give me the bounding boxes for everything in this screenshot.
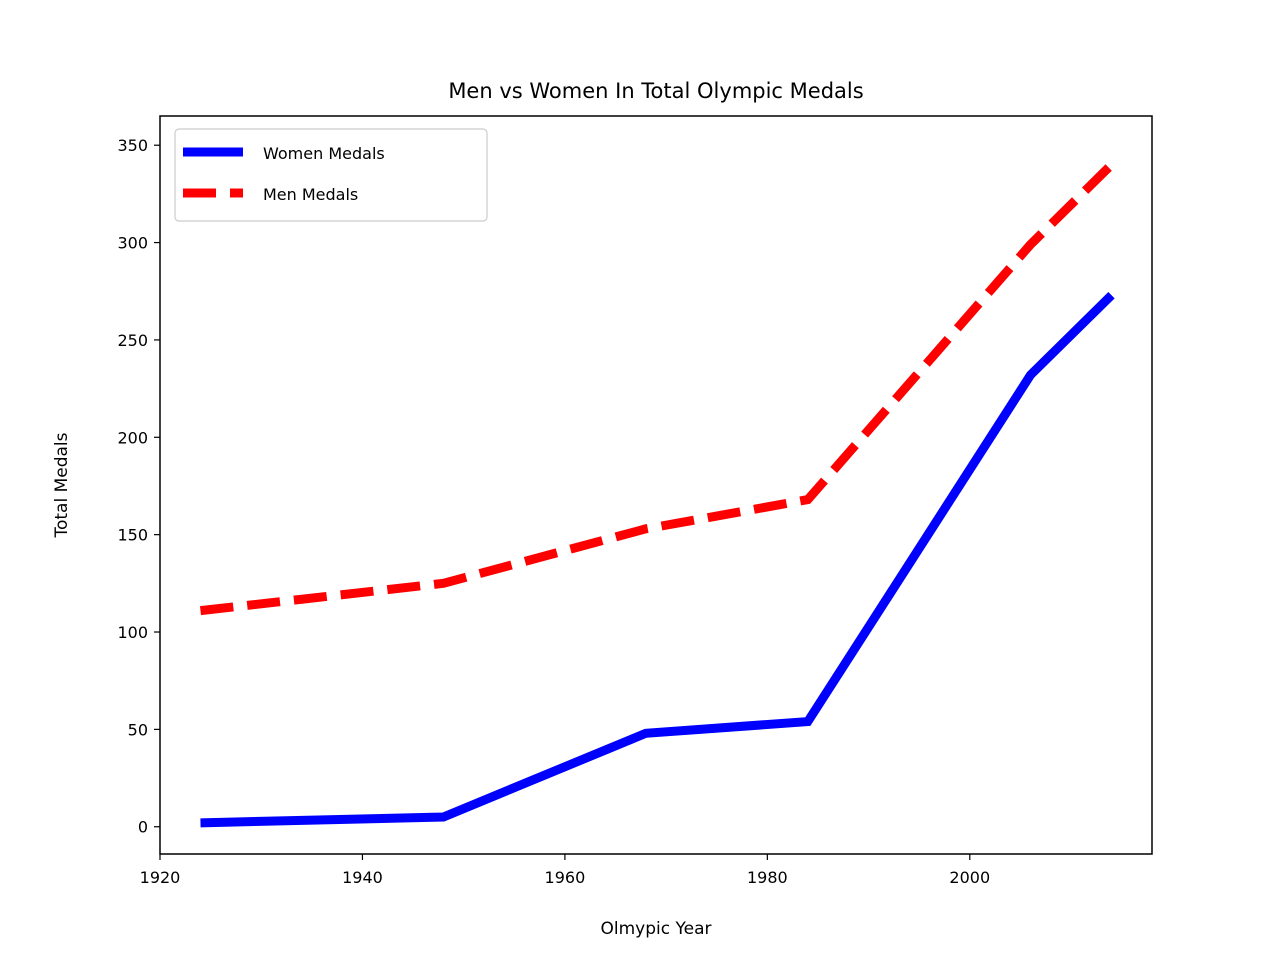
- axis-ticks: 1920 1940 1960 1980 2000 0 50 100 150 200 250 300 35…: [117, 136, 990, 887]
- x-axis-label: Olmypic Year: [601, 919, 712, 939]
- chart-title: Men vs Women In Total Olympic Medals: [448, 79, 863, 103]
- plot-frame: [159, 115, 1153, 855]
- legend-box: [174, 128, 488, 222]
- y-tick-label: 200: [117, 428, 148, 447]
- y-tick-label: 300: [117, 234, 148, 253]
- x-tick-label: 1980: [747, 868, 788, 887]
- series-line-women-medals: [200, 291, 1115, 828]
- legend-label: Men Medals: [263, 185, 358, 204]
- series-lines: [199, 161, 1115, 828]
- y-tick-label: 150: [117, 526, 148, 545]
- legend-label: Women Medals: [263, 144, 385, 163]
- y-tick-label: 250: [117, 331, 148, 350]
- y-tick-label: 350: [117, 136, 148, 155]
- y-tick-label: 0: [138, 818, 148, 837]
- x-tick-label: 1940: [342, 868, 383, 887]
- y-axis-label: Total Medals: [52, 432, 72, 538]
- legend: Women Medals Men Medals: [174, 128, 488, 222]
- series-line-men-medals: [199, 161, 1115, 616]
- y-tick-label: 100: [117, 623, 148, 642]
- x-tick-label: 1920: [140, 868, 181, 887]
- x-tick-label: 2000: [949, 868, 990, 887]
- plot-area: [159, 115, 1153, 855]
- y-tick-label: 50: [128, 720, 148, 739]
- x-tick-label: 1960: [545, 868, 586, 887]
